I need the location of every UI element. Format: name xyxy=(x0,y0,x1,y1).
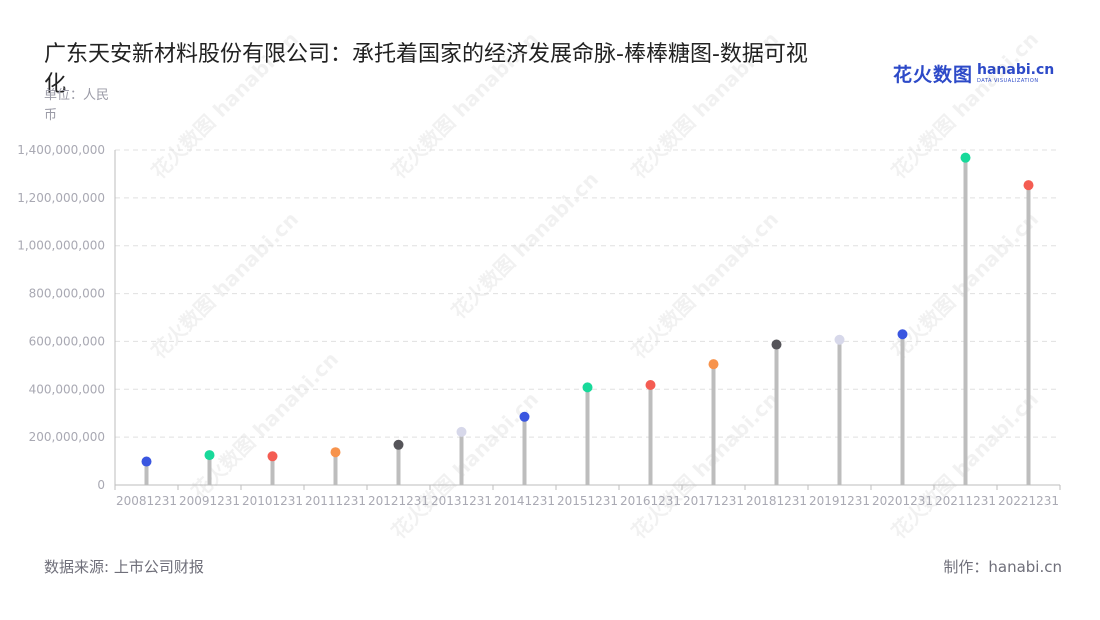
watermark-text: 花火数图 hanabi.cn xyxy=(627,207,783,363)
watermark-text: 花火数图 hanabi.cn xyxy=(627,27,783,183)
logo-text-en-sub: DATA VISUALIZATION xyxy=(977,78,1039,84)
x-tick-label: 20091231 xyxy=(179,494,240,508)
lollipop-dot xyxy=(456,426,467,437)
x-tick-label: 20101231 xyxy=(242,494,303,508)
watermark-text: 花火数图 hanabi.cn xyxy=(387,27,543,183)
y-tick-label: 1,400,000,000 xyxy=(17,143,105,157)
x-tick-label: 20191231 xyxy=(809,494,870,508)
x-tick-label: 20181231 xyxy=(746,494,807,508)
unit-label: 单位：人民币 xyxy=(44,88,110,123)
brand-logo: 花火数图 hanabi.cn DATA VISUALIZATION xyxy=(893,60,1054,87)
lollipop-dot xyxy=(645,379,656,390)
x-tick-label: 20171231 xyxy=(683,494,744,508)
logo-text-en: hanabi.cn xyxy=(977,62,1055,78)
y-tick-label: 800,000,000 xyxy=(29,287,105,301)
chart-title: 广东天安新材料股份有限公司：承托着国家的经济发展命脉-棒棒糖图-数据可视化 xyxy=(44,42,808,97)
x-tick-label: 20221231 xyxy=(998,494,1059,508)
x-tick-label: 20211231 xyxy=(935,494,996,508)
lollipop-marks xyxy=(141,152,1034,485)
lollipop-dot xyxy=(771,339,782,350)
logo-text-cn: 花火数图 xyxy=(893,64,974,86)
x-tick-label: 20121231 xyxy=(368,494,429,508)
watermark-layer: 花火数图 hanabi.cn 花火数图 hanabi.cn 花火数图 hanabi.… xyxy=(147,27,1043,543)
x-axis: 20081231 20091231 20101231 20111231 20121231… xyxy=(114,484,1061,508)
y-tick-label: 0 xyxy=(97,478,105,492)
watermark-text: 花火数图 hanabi.cn xyxy=(147,27,303,183)
lollipop-dot xyxy=(960,152,971,163)
x-tick-label: 20081231 xyxy=(116,494,177,508)
y-tick-label: 1,000,000,000 xyxy=(17,239,105,253)
watermark-text: 花火数图 hanabi.cn xyxy=(147,207,303,363)
x-tick-label: 20141231 xyxy=(494,494,555,508)
lollipop-dot xyxy=(330,447,341,458)
y-tick-label: 600,000,000 xyxy=(29,334,105,348)
data-source: 数据来源: 上市公司财报 xyxy=(44,558,204,576)
y-tick-label: 1,200,000,000 xyxy=(17,191,105,205)
logo-text-en-group: hanabi.cn DATA VISUALIZATION xyxy=(977,63,1054,84)
lollipop-dot xyxy=(204,450,215,461)
lollipop-dot xyxy=(582,382,593,393)
y-tick-label: 400,000,000 xyxy=(29,382,105,396)
credit-text: 制作：hanabi.cn xyxy=(943,558,1062,576)
x-tick-label: 20161231 xyxy=(620,494,681,508)
watermark-text: 花火数图 hanabi.cn xyxy=(387,387,543,543)
y-axis: 0 200,000,000 400,000,000 600,000,000 800,00… xyxy=(17,143,116,492)
lollipop-dot xyxy=(897,329,908,340)
y-tick-label: 200,000,000 xyxy=(29,430,105,444)
lollipop-dot xyxy=(267,451,278,462)
lollipop-dot xyxy=(834,334,845,345)
x-tick-label: 20201231 xyxy=(872,494,933,508)
lollipop-dot xyxy=(708,359,719,370)
lollipop-dot xyxy=(519,411,530,422)
lollipop-dot xyxy=(141,456,152,467)
lollipop-dot xyxy=(1023,180,1034,191)
lollipop-dot xyxy=(393,439,404,450)
x-tick-label: 20131231 xyxy=(431,494,492,508)
x-tick-label: 20151231 xyxy=(557,494,618,508)
x-tick-label: 20111231 xyxy=(305,494,366,508)
